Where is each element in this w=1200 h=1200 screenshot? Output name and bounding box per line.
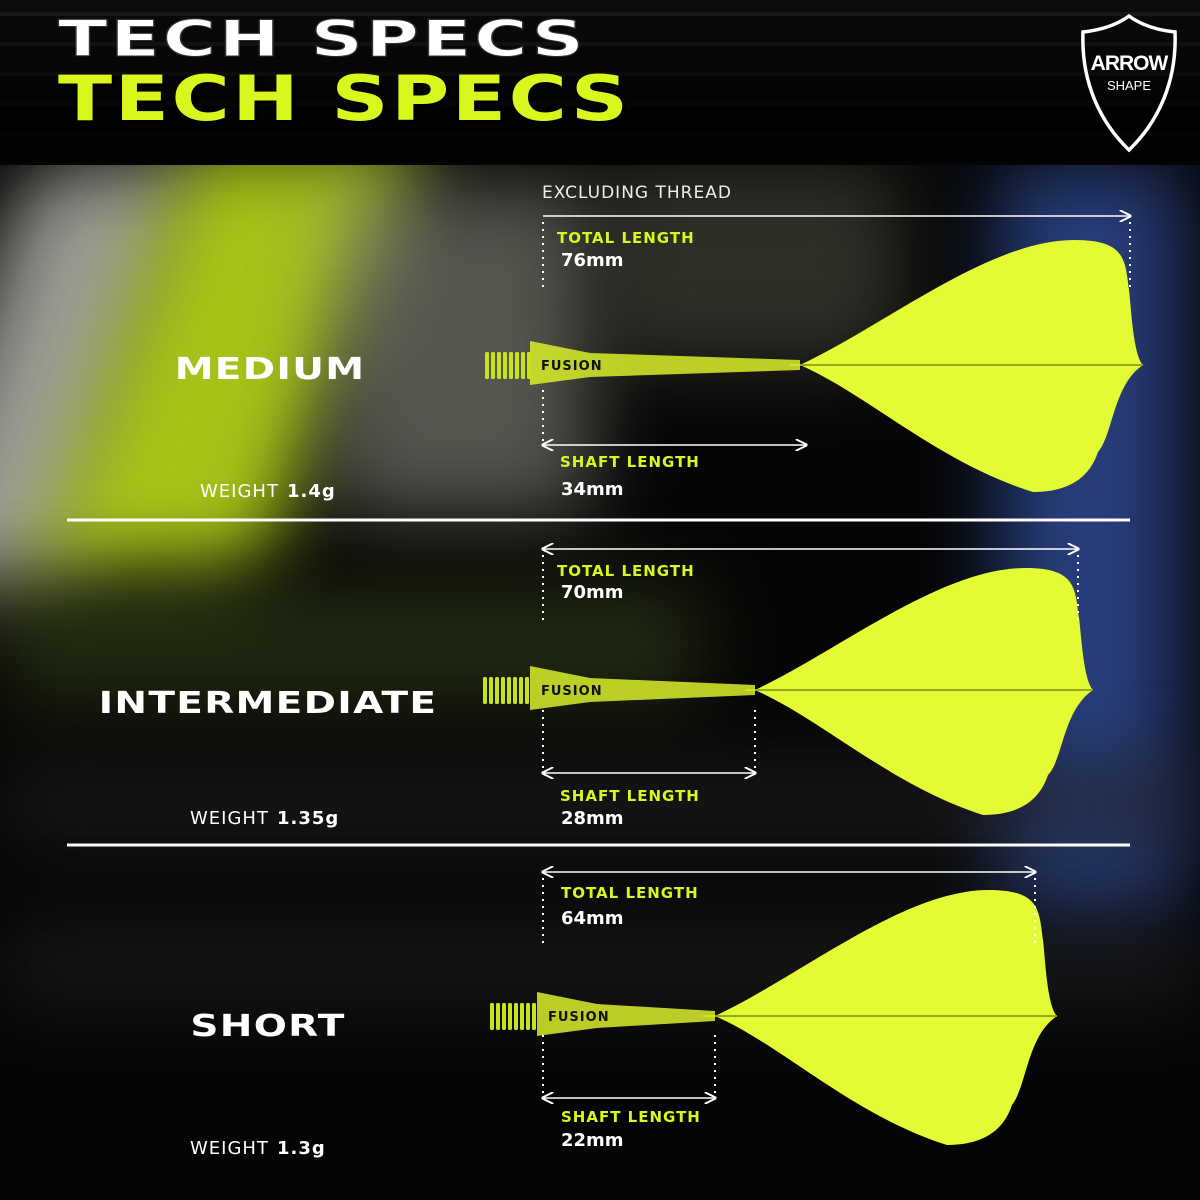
- thread-ridge: [502, 1003, 506, 1030]
- brand-label: FUSION: [541, 359, 603, 374]
- thread-ridge: [483, 677, 487, 704]
- shaft: [530, 341, 800, 385]
- thread-ridge: [485, 352, 489, 379]
- thread-ridge: [491, 352, 495, 379]
- flight: [755, 568, 1093, 815]
- thread-ridge: [521, 352, 525, 379]
- weight-value: 1.3g: [276, 1138, 326, 1159]
- badge-line2: SHAPE: [1106, 78, 1152, 93]
- thread-ridge: [519, 677, 523, 704]
- shaft-length-label: SHAFT LENGTH: [560, 787, 700, 805]
- weight-label: WEIGHT: [200, 481, 279, 502]
- weight-row: WEIGHT 1.3g: [190, 1138, 326, 1159]
- thread-ridge: [525, 677, 529, 704]
- total-length-label: TOTAL LENGTH: [561, 884, 699, 902]
- thread-ridge: [508, 1003, 512, 1030]
- thread-ridge: [495, 677, 499, 704]
- thread-ridge: [514, 1003, 518, 1030]
- thread-ridge: [507, 677, 511, 704]
- shaft: [537, 992, 715, 1036]
- title-outline: TECH SPECS: [57, 10, 587, 68]
- weight-value: 1.4g: [286, 481, 336, 502]
- size-name: MEDIUM: [174, 352, 366, 387]
- thread-ridge: [509, 352, 513, 379]
- thread-ridge: [520, 1003, 524, 1030]
- weight-row: WEIGHT 1.4g: [200, 481, 336, 502]
- thread-ridge: [503, 352, 507, 379]
- badge-line1: ARROW: [1090, 52, 1169, 75]
- thread-ridge: [501, 677, 505, 704]
- shield-icon: [1081, 13, 1177, 153]
- weight-value: 1.35g: [276, 808, 340, 829]
- thread-ridge: [497, 352, 501, 379]
- total-length-value: 64mm: [561, 908, 624, 929]
- thread-ridge: [527, 352, 531, 379]
- arrow-shape-badge: ARROW SHAPE: [1078, 12, 1180, 154]
- thread-ridge: [526, 1003, 530, 1030]
- thread-ridge: [490, 1003, 494, 1030]
- weight-row: WEIGHT 1.35g: [190, 808, 339, 829]
- flight: [715, 890, 1057, 1145]
- excluding-thread-note: EXCLUDING THREAD: [542, 183, 732, 203]
- weight-label: WEIGHT: [190, 1138, 269, 1159]
- header: [0, 0, 1200, 165]
- thread-ridge: [489, 677, 493, 704]
- shaft-length-label: SHAFT LENGTH: [560, 453, 700, 471]
- shaft-length-value: 22mm: [561, 1130, 624, 1151]
- page-title: TECH SPECS: [58, 62, 631, 135]
- shaft-length-label: SHAFT LENGTH: [561, 1108, 701, 1126]
- total-length-value: 70mm: [561, 582, 624, 603]
- thread-ridge: [496, 1003, 500, 1030]
- shaft-length-value: 34mm: [561, 479, 624, 500]
- shaft: [530, 666, 755, 710]
- thread-ridge: [532, 1003, 536, 1030]
- shaft-length-value: 28mm: [561, 808, 624, 829]
- total-length-label: TOTAL LENGTH: [557, 562, 695, 580]
- total-length-value: 76mm: [561, 250, 624, 271]
- brand-label: FUSION: [548, 1010, 610, 1025]
- brand-label: FUSION: [541, 684, 603, 699]
- weight-label: WEIGHT: [190, 808, 269, 829]
- size-name: SHORT: [190, 1009, 346, 1044]
- thread-ridge: [515, 352, 519, 379]
- thread-ridge: [513, 677, 517, 704]
- size-name: INTERMEDIATE: [98, 686, 438, 721]
- total-length-label: TOTAL LENGTH: [557, 229, 695, 247]
